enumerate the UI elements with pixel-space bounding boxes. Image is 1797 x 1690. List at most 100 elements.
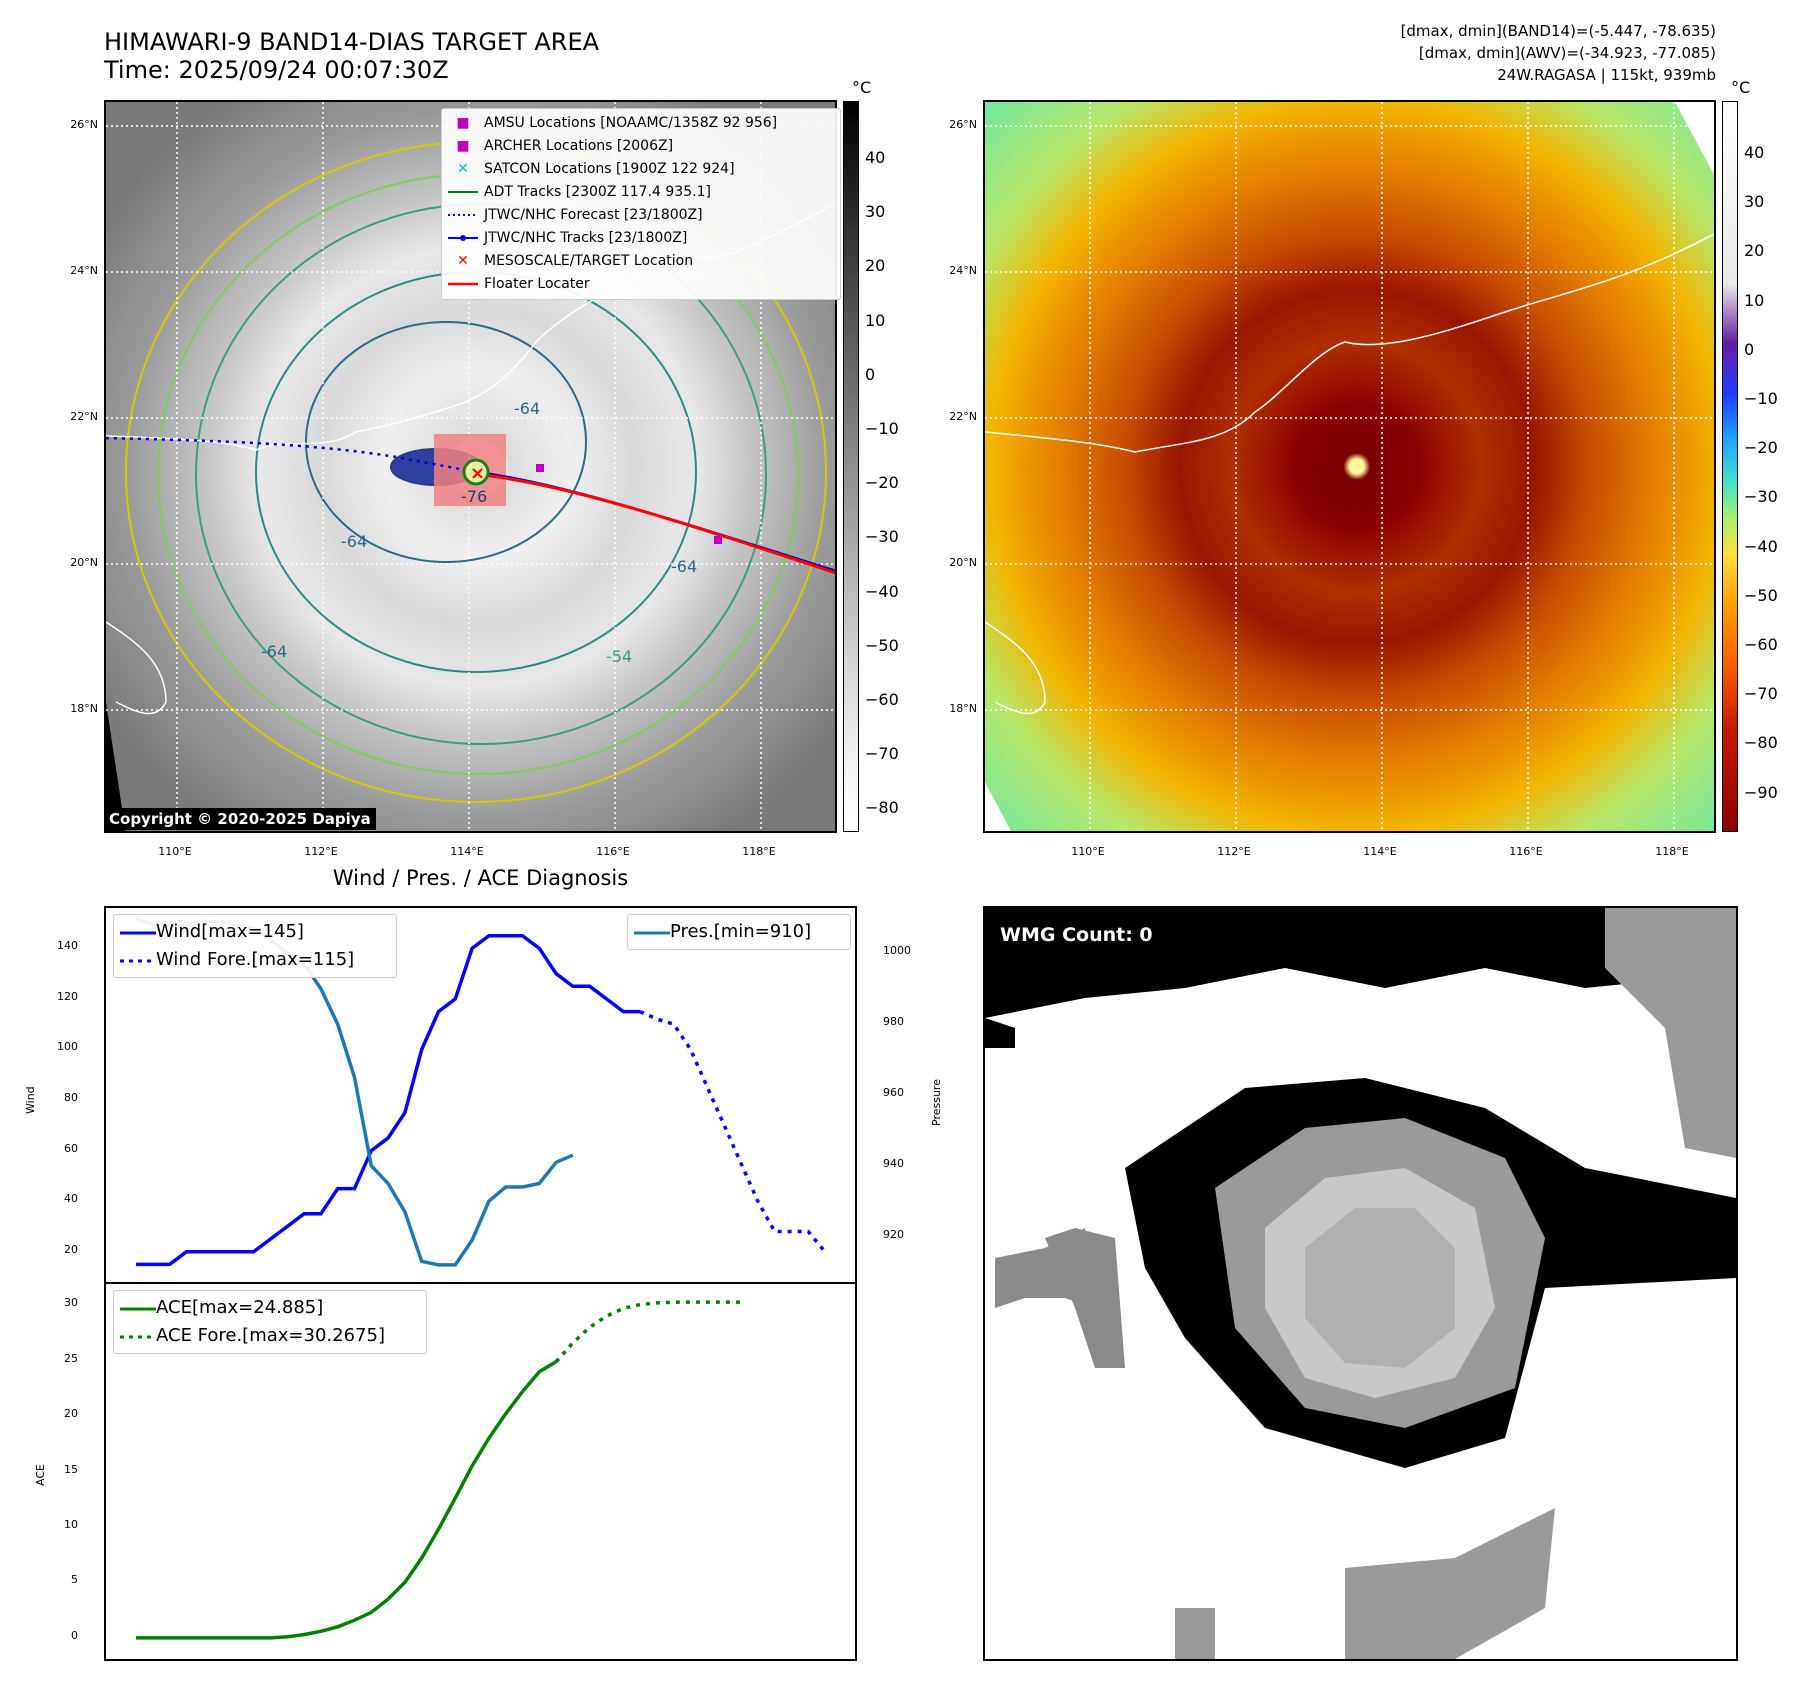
legend-label: Wind Fore.[max=115] (156, 949, 355, 970)
x-marker-icon: ✕ (457, 161, 469, 177)
pressure-y-tick: 920 (883, 1227, 904, 1241)
stats-line1: [dmax, dmin](BAND14)=(-5.447, -78.635) (1400, 22, 1716, 40)
ace-plot (136, 1300, 741, 1640)
colorbar-tick: 20 (1744, 241, 1765, 261)
colorbar-tick: −50 (1744, 585, 1778, 605)
legend-label: Floater Locater (484, 276, 590, 292)
colorbar-tick: −20 (1744, 438, 1778, 458)
contour-label: -64 (341, 532, 367, 551)
archer-marker (714, 536, 722, 544)
ace-legend: ACE[max=24.885] ACE Fore.[max=30.2675] (113, 1290, 427, 1354)
pressure-y-tick: 1000 (883, 944, 911, 958)
legend-item: ✕ MESOSCALE/TARGET Location (448, 250, 834, 273)
solid-line-icon (120, 918, 156, 946)
legend-item: ✕ SATCON Locations [1900Z 122 924] (448, 158, 834, 181)
lon-label: 116°E (596, 845, 630, 858)
colorbar-tick: 40 (865, 148, 886, 167)
lon-label: 110°E (1071, 845, 1105, 858)
figure-title-line2: Time: 2025/09/24 00:07:30Z (104, 56, 449, 84)
dotted-line-icon (120, 946, 156, 974)
legend-item: Floater Locater (448, 273, 834, 296)
floater-track (475, 472, 835, 575)
pressure-y-tick: 960 (883, 1086, 904, 1099)
wmg-count-label: WMG Count: 0 (1000, 924, 1153, 946)
colorbar-tick: 10 (865, 310, 886, 330)
dotted-line-icon (120, 1322, 156, 1350)
ace-y-tick: 0 (71, 1628, 78, 1642)
colorbar-tick: −30 (1744, 487, 1778, 507)
pressure-y-tick: 980 (883, 1015, 904, 1029)
colorbar-tick: −60 (865, 690, 899, 709)
legend-label: AMSU Locations [NOAAMC/1358Z 92 956] (484, 115, 778, 131)
colorbar-tick: −70 (865, 744, 899, 764)
lat-label: 24°N (70, 264, 98, 277)
colorbar-tick: 10 (1744, 290, 1765, 310)
lon-label: 118°E (742, 845, 776, 858)
solid-line-icon (448, 181, 478, 204)
pressure-y-tick: 940 (883, 1156, 904, 1170)
solid-line-icon (120, 1294, 156, 1322)
colorbar-tick: 20 (865, 256, 886, 276)
legend-item: ■ ARCHER Locations [2006Z] (448, 135, 834, 158)
legend-item: Wind[max=145] (120, 918, 390, 946)
contour-label: -64 (261, 642, 287, 661)
colorbar-tick: −90 (1744, 782, 1778, 802)
wind-y-tick: 120 (57, 989, 78, 1003)
map-legend: ■ AMSU Locations [NOAAMC/1358Z 92 956] ■ A… (441, 108, 841, 300)
ace-y-tick: 25 (64, 1351, 78, 1365)
band14-colorbar (1722, 101, 1738, 832)
pressure-axis-label: Pressure (930, 1079, 943, 1126)
contour-label: -64 (671, 557, 697, 576)
legend-label: ADT Tracks [2300Z 117.4 935.1] (484, 184, 711, 200)
contour-label: -76 (461, 487, 487, 506)
legend-item: JTWC/NHC Forecast [23/1800Z] (448, 204, 834, 227)
colorbar-tick: 0 (865, 364, 876, 384)
wind-legend: Wind[max=145] Wind Fore.[max=115] (113, 914, 397, 978)
contour-label: -54 (606, 647, 632, 666)
wind-y-tick: 80 (64, 1091, 78, 1105)
colorbar-tick: −60 (1744, 635, 1778, 654)
series-line (136, 933, 641, 1267)
lon-label: 112°E (1217, 845, 1251, 858)
colorbar-tick: −80 (865, 798, 899, 818)
legend-item: Wind Fore.[max=115] (120, 946, 390, 974)
amsu-marker (536, 464, 544, 472)
lat-label: 26°N (70, 118, 98, 131)
pressure-legend: Pres.[min=910] (627, 914, 851, 950)
wind-y-tick: 100 (57, 1040, 78, 1054)
solid-line-icon (634, 918, 670, 946)
wind-y-tick: 60 (64, 1141, 78, 1155)
legend-label: JTWC/NHC Tracks [23/1800Z] (484, 230, 688, 246)
contour-label: -64 (514, 399, 540, 418)
legend-label: SATCON Locations [1900Z 122 924] (484, 161, 735, 177)
lon-label: 114°E (450, 845, 484, 858)
line-dot-icon (448, 227, 478, 250)
lat-label: 18°N (70, 702, 98, 715)
lat-label: 20°N (70, 556, 98, 569)
lat-label: 26°N (949, 118, 977, 131)
legend-label: Wind[max=145] (156, 921, 304, 942)
legend-label: ACE Fore.[max=30.2675] (156, 1325, 385, 1346)
legend-item: ADT Tracks [2300Z 117.4 935.1] (448, 181, 834, 204)
colorbar-tick: −10 (865, 419, 899, 438)
lon-label: 118°E (1655, 845, 1689, 858)
series-line (639, 1010, 827, 1253)
coastline (985, 621, 1046, 715)
colorbar-tick: −30 (865, 527, 899, 547)
solid-line-icon (448, 273, 478, 296)
legend-label: ACE[max=24.885] (156, 1297, 324, 1318)
colorbar-tick: 30 (865, 202, 886, 222)
colorbar-tick: −20 (865, 473, 899, 493)
ir-colorbar-unit: °C (852, 78, 872, 97)
map-grid (985, 102, 1714, 831)
lat-label: 20°N (949, 556, 977, 569)
colorbar-tick: 30 (1744, 192, 1765, 212)
band14-colorbar-unit: °C (1731, 78, 1751, 97)
figure-title-line1: HIMAWARI-9 BAND14-DIAS TARGET AREA (104, 28, 600, 56)
x-marker-icon: ✕ (457, 253, 469, 269)
lon-label: 116°E (1509, 845, 1543, 858)
legend-item: ■ AMSU Locations [NOAAMC/1358Z 92 956] (448, 112, 834, 135)
color-map-overlay (985, 102, 1714, 831)
wmg-panel (983, 906, 1738, 1661)
copyright-label: Copyright © 2020-2025 Dapiya (104, 808, 376, 830)
